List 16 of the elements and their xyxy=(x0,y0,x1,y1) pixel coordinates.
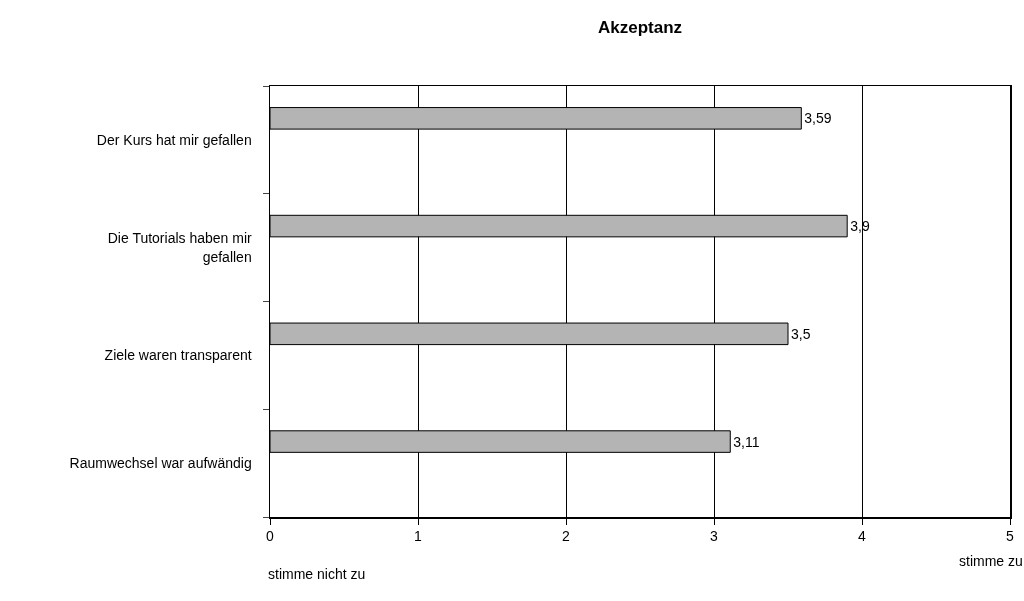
y-tick-label: Ziele waren transparent xyxy=(104,347,252,364)
x-tick-label: 2 xyxy=(562,528,571,545)
data-label: 3,59 xyxy=(804,110,832,127)
data-label: 3,11 xyxy=(733,433,760,450)
text: stimme nicht zu xyxy=(268,566,366,582)
y-tick-label: Die Tutorials haben mir gefallen xyxy=(107,230,253,265)
data-label: 3,5 xyxy=(791,325,811,342)
x-tick-label: 0 xyxy=(266,528,275,545)
x-tick-label: 1 xyxy=(414,528,423,545)
text: stimme zu xyxy=(959,553,1023,569)
x-tick-label: 3 xyxy=(710,528,719,545)
x-tick-label: 5 xyxy=(1006,528,1015,545)
x-tick-label: 4 xyxy=(858,528,867,545)
chart-title: Akzeptanz xyxy=(597,17,683,37)
y-tick-label: Raumwechsel war aufwändig xyxy=(69,455,252,472)
y-tick-label: Der Kurs hat mir gefallen xyxy=(96,131,252,148)
